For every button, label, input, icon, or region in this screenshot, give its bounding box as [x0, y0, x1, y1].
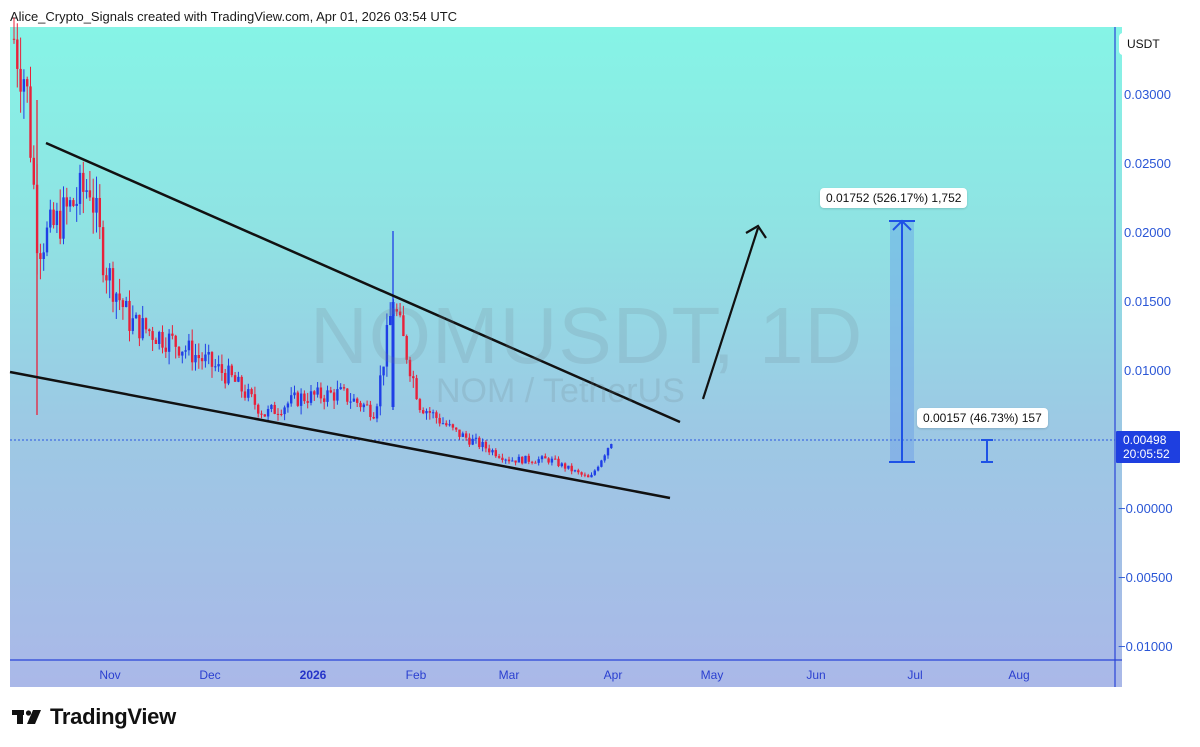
time-tick: Aug	[1008, 668, 1030, 682]
last-price-tag: 0.00498 20:05:52	[1116, 431, 1180, 463]
last-price-value: 0.00498	[1123, 433, 1167, 447]
time-tick: Jun	[806, 668, 826, 682]
tradingview-logo[interactable]: TradingView	[12, 704, 176, 730]
currency-button[interactable]: USDT	[1119, 33, 1173, 55]
time-tick: Apr	[603, 668, 623, 682]
candlestick-series	[12, 17, 613, 478]
price-tick: −0.00500	[1118, 570, 1173, 585]
measure-label-large: 0.01752 (526.17%) 1,752	[820, 188, 968, 208]
lower-trendline[interactable]	[9, 370, 671, 500]
price-tick: 0.01000	[1124, 363, 1171, 378]
measure-label-small: 0.00157 (46.73%) 157	[917, 408, 1048, 428]
breakout-arrow[interactable]	[701, 224, 767, 400]
price-tick: 0.01500	[1124, 294, 1171, 309]
price-tick: 0.02000	[1124, 225, 1171, 240]
price-tick: −0.00000	[1118, 501, 1173, 516]
chart-credit: Alice_Crypto_Signals created with Tradin…	[10, 9, 458, 24]
tradingview-logo-text: TradingView	[50, 704, 176, 729]
symbol-watermark: NOMUSDT, 1D	[310, 291, 864, 380]
bar-countdown: 20:05:52	[1123, 447, 1170, 461]
price-range-measure-small[interactable]	[981, 439, 993, 463]
upper-trendline[interactable]	[45, 141, 681, 424]
pair-watermark: NOM / TetherUS	[436, 372, 685, 410]
time-tick: May	[700, 668, 724, 682]
price-tick: 0.03000	[1124, 87, 1171, 102]
price-range-measure-large[interactable]	[889, 219, 915, 463]
time-tick: Dec	[199, 668, 221, 682]
price-tick: 0.02500	[1124, 156, 1171, 171]
tradingview-logo-icon	[12, 710, 41, 724]
time-tick: Nov	[99, 668, 121, 682]
time-tick-year: 2026	[299, 668, 327, 682]
time-tick: Feb	[405, 668, 427, 682]
price-tick: −0.01000	[1118, 639, 1173, 654]
time-tick: Jul	[907, 668, 923, 682]
time-tick: Mar	[498, 668, 520, 682]
